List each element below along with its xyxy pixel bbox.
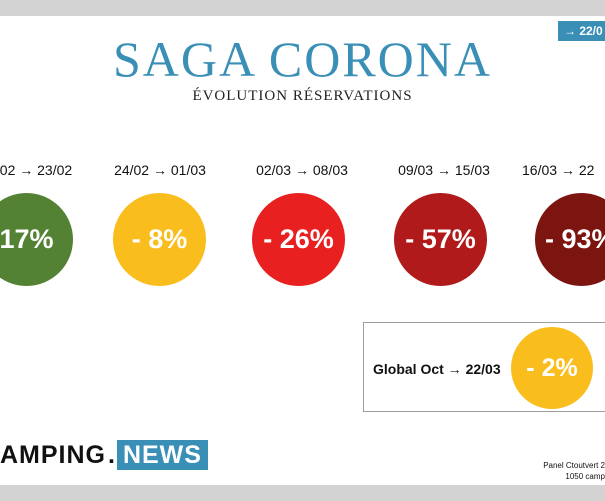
bottom-band <box>0 485 605 501</box>
top-band <box>0 0 605 16</box>
week-5-circle: - 93% <box>535 193 605 286</box>
global-circle: - 2% <box>511 327 593 409</box>
logo-text-left: AMPING <box>0 440 106 469</box>
week-5-period: 16/03 → 22 <box>522 162 595 178</box>
footnote: Panel Ctoutvert 2 1050 camp <box>525 460 605 482</box>
global-label: Global Oct → 22/03 <box>373 361 501 377</box>
camping-news-logo: AMPING . NEWS <box>0 440 208 470</box>
page-title: SAGA CORONA <box>112 31 492 87</box>
week-3-period: 02/03 → 08/03 <box>256 162 348 178</box>
week-4-period: 09/03 → 15/03 <box>398 162 490 178</box>
page-subtitle: ÉVOLUTION RÉSERVATIONS <box>192 88 413 104</box>
date-badge: → 22/0 <box>558 21 605 41</box>
week-1-period: 02 → 23/02 <box>0 162 73 178</box>
logo-text-right: NEWS <box>116 440 208 470</box>
week-4-circle: - 57% <box>394 193 487 286</box>
week-1-circle: 17% <box>0 193 73 286</box>
footnote-line-1: Panel Ctoutvert 2 <box>543 461 605 470</box>
week-2-period: 24/02 → 01/03 <box>114 162 206 178</box>
logo-dot: . <box>108 440 115 469</box>
week-2-circle: - 8% <box>113 193 206 286</box>
week-3-circle: - 26% <box>252 193 345 286</box>
footnote-line-2: 1050 camp <box>565 472 605 481</box>
